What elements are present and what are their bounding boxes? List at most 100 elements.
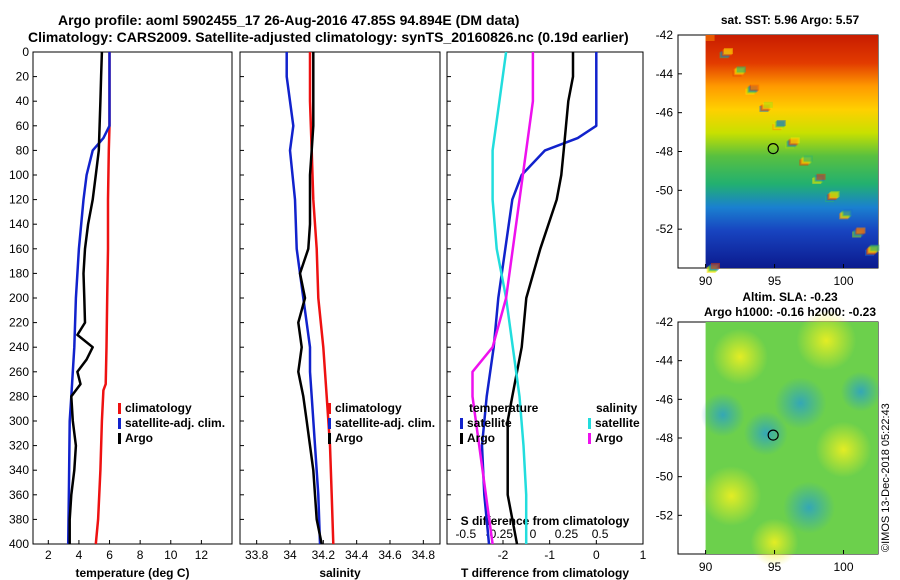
sla-title: Altim. SLA: -0.23	[742, 290, 838, 304]
legend-swatch	[588, 418, 591, 429]
temp-ytick-label: 60	[16, 119, 30, 133]
temp-ytick-label: 0	[22, 45, 29, 59]
sla-xtick-label: 95	[768, 560, 782, 574]
sst-texture	[763, 101, 773, 108]
legend-swatch	[460, 418, 463, 429]
sal-xtick-label: 34.2	[312, 548, 336, 562]
sla-texture	[815, 421, 872, 478]
temp-ytick-label: 200	[9, 291, 29, 305]
temp-xtick-label: 10	[164, 548, 178, 562]
sla-texture	[700, 392, 745, 437]
sla-ytick-label: -44	[656, 354, 674, 368]
sst-ytick-label: -46	[656, 106, 674, 120]
temp-xtick-label: 8	[137, 548, 144, 562]
sst-map-panel: sat. SST: 5.96 Argo: 5.57 -42 -44 -46 -48 -50…	[656, 13, 880, 288]
sst-ytick-label: -44	[656, 67, 674, 81]
legend-label: satellite	[595, 416, 640, 430]
legend-swatch	[118, 433, 121, 444]
legend-label: Argo	[335, 431, 363, 445]
legend-label: Argo	[595, 431, 623, 445]
sal-xlabel: salinity	[319, 566, 361, 580]
temp-ytick-label: 20	[16, 70, 30, 84]
sal-xtick-label: 34.6	[378, 548, 402, 562]
sst-argo-marker	[767, 142, 779, 155]
sla-texture	[743, 411, 788, 456]
sal-argo-line	[297, 52, 323, 545]
diff-xtick2-label: 0.5	[592, 527, 609, 541]
sst-texture	[710, 262, 720, 269]
sst-ytick-label: -52	[656, 222, 674, 236]
diff-xlabel2: S difference from climatology	[461, 514, 630, 528]
temp-ytick-label: 80	[16, 143, 30, 157]
legend-swatch	[588, 433, 591, 444]
temp-ytick-label: 180	[9, 266, 29, 280]
sst-texture	[803, 155, 813, 162]
sla-ytick-label: -50	[656, 470, 674, 484]
diff-xtick2-label: 0.25	[555, 527, 579, 541]
sst-texture	[723, 48, 733, 55]
sst-ytick-label: -50	[656, 183, 674, 197]
sla-subtitle: Argo h1000: -0.16 h2000: -0.23	[704, 305, 876, 319]
sal-frame	[239, 51, 441, 545]
legend-label: climatology	[335, 401, 402, 415]
temp-ytick-label: 120	[9, 193, 29, 207]
sal-xtick-label: 34.4	[345, 548, 369, 562]
temp-xtick-label: 12	[195, 548, 209, 562]
temp-ytick-label: 220	[9, 316, 29, 330]
temp-frame	[32, 51, 233, 545]
sst-xtick-label: 100	[834, 274, 854, 288]
diff-xlabel: T difference from climatology	[461, 566, 629, 580]
legend-label: climatology	[125, 401, 192, 415]
sla-texture	[774, 377, 827, 430]
temp-ytick-label: 320	[9, 439, 29, 453]
temperature-panel: 0 20 40 60 80 100 120 140 160 180 200 220 240 260 280 3…	[9, 45, 233, 580]
legend-swatch	[328, 433, 331, 444]
sst-ytick-label: -48	[656, 145, 674, 159]
diff-frame	[446, 51, 644, 545]
legend-swatch	[460, 433, 463, 444]
sst-texture	[705, 35, 715, 41]
sal-xtick-label: 34	[283, 548, 297, 562]
legend-swatch	[118, 403, 121, 414]
sst-texture	[870, 244, 880, 251]
sst-texture	[856, 227, 866, 234]
diff-xtick-label: 1	[640, 548, 647, 562]
legend-swatch	[118, 418, 121, 429]
sla-texture	[712, 328, 769, 385]
sal-xtick-label: 34.8	[412, 548, 436, 562]
temp-xtick-label: 4	[76, 548, 83, 562]
temp-climatology-line	[94, 52, 111, 545]
temp-ytick-label: 280	[9, 389, 29, 403]
temp-ytick-label: 340	[9, 463, 29, 477]
diff-xtick2-label: 0	[530, 527, 537, 541]
temp-ytick-label: 240	[9, 340, 29, 354]
sla-texture	[783, 481, 836, 534]
temp-ytick-label: 140	[9, 217, 29, 231]
temp-ytick-label: 160	[9, 242, 29, 256]
legend-label: satellite-adj. clim.	[125, 416, 225, 430]
temp-satellite-line	[66, 52, 111, 545]
salinity-panel: 33.8 34 34.2 34.4 34.6 34.8 salinity climatolog…	[239, 51, 441, 580]
sla-ytick-label: -52	[656, 508, 674, 522]
sal-xtick-label: 33.8	[245, 548, 269, 562]
sla-ytick-label: -46	[656, 392, 674, 406]
temp-argo-line	[68, 51, 104, 544]
sst-xtick-label: 90	[699, 274, 713, 288]
sla-texture	[840, 371, 881, 412]
diff-temp-satellite-line	[480, 52, 598, 545]
temp-ytick-label: 380	[9, 512, 29, 526]
sst-title: sat. SST: 5.96 Argo: 5.57	[721, 13, 860, 27]
legend-label: Argo	[467, 431, 495, 445]
legend-label: Argo	[125, 431, 153, 445]
diff-xtick-label: -1	[544, 548, 555, 562]
legend-swatch	[328, 418, 331, 429]
temp-xlabel: temperature (deg C)	[75, 566, 189, 580]
sst-texture	[776, 120, 786, 127]
temp-xtick-label: 2	[45, 548, 52, 562]
figure-title-line2: Climatology: CARS2009. Satellite-adjuste…	[28, 29, 629, 45]
diff-xtick2-label: -0.5	[455, 527, 476, 541]
sst-texture	[750, 83, 760, 90]
temp-ytick-label: 100	[9, 168, 29, 182]
sst-texture	[830, 191, 840, 198]
